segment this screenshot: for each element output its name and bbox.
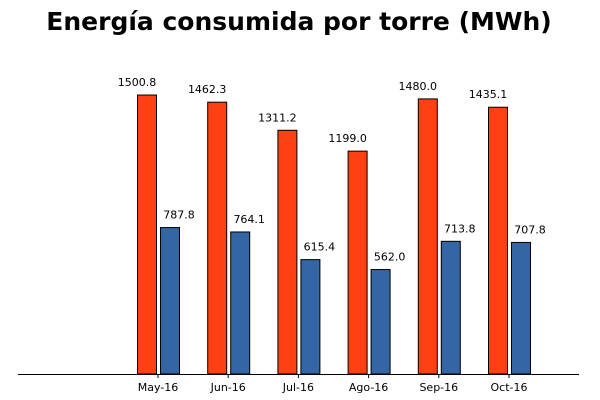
data-label: 713.8 [444, 222, 476, 235]
data-label: 1311.2 [258, 111, 297, 124]
x-tick-label: Jun-16 [210, 381, 246, 394]
data-label: 1199.0 [328, 132, 367, 145]
x-tick-label: Oct-16 [491, 381, 528, 394]
data-label: 615.4 [304, 241, 336, 254]
data-label: 1435.1 [469, 88, 508, 101]
bar-series2-ago-16 [370, 269, 391, 375]
bar-series2-oct-16 [511, 241, 531, 375]
bar-series2-sep-16 [440, 240, 461, 375]
x-tick-label: Sep-16 [419, 381, 458, 394]
bar-series2-may-16 [160, 227, 180, 375]
bar-series2-jun-16 [230, 231, 251, 375]
x-tick-label: Ago-16 [349, 381, 388, 394]
data-label: 1500.8 [118, 76, 157, 89]
data-label: 707.8 [514, 223, 546, 236]
x-tick-label: May-16 [138, 381, 179, 394]
bar-series1-sep-16 [417, 98, 438, 375]
bar-series1-ago-16 [347, 150, 368, 375]
x-tick-label: Jul-16 [282, 381, 314, 394]
data-label: 1462.3 [188, 83, 227, 96]
data-label: 1480.0 [399, 80, 438, 93]
data-label: 562.0 [374, 251, 406, 264]
bar-series1-jun-16 [207, 101, 228, 375]
data-label: 764.1 [233, 213, 265, 226]
bar-series1-jul-16 [277, 129, 298, 375]
data-label: 787.8 [163, 209, 195, 222]
bar-series1-oct-16 [488, 106, 508, 375]
bar-series1-may-16 [137, 94, 157, 375]
chart-title: Energía consumida por torre (MWh) [46, 7, 551, 36]
bar-series2-jul-16 [300, 259, 321, 375]
